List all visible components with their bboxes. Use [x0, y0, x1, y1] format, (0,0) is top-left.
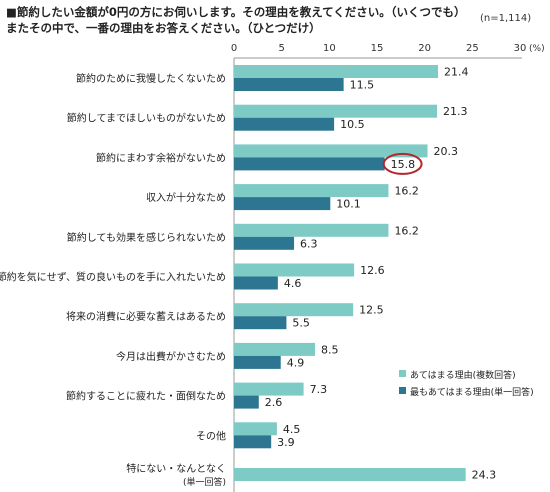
category-label: 将来の消費に必要な蓄えはあるため: [66, 310, 226, 323]
data-label-multiple-answer: 16.2: [394, 224, 419, 237]
legend-label: 最もあてはまる理由(単一回答): [410, 386, 534, 398]
bar-single-answer: [234, 316, 287, 330]
legend-label: あてはまる理由(複数回答): [410, 369, 516, 381]
category-label: 節約にまわす余裕がないため: [96, 151, 226, 164]
legend-swatch: [399, 387, 406, 394]
data-label-multiple-answer: 8.5: [321, 343, 339, 356]
category-label: 節約してまでほしいものがないため: [67, 112, 226, 125]
bar-single-answer: [234, 395, 259, 409]
category-label: 収入が十分なため: [146, 191, 226, 204]
category-label: 節約のために我慢したくないため: [76, 72, 226, 85]
data-label-multiple-answer: 21.3: [443, 105, 468, 118]
data-label-single-answer: 6.3: [300, 237, 318, 250]
category-label: 特にない・なんとなく: [126, 463, 226, 475]
x-tick-label: 20: [418, 43, 431, 54]
x-tick-label: 25: [466, 43, 479, 54]
bar-single-answer: [234, 435, 272, 449]
data-label-single-answer: 10.1: [336, 198, 361, 211]
title-line-2: またその中で、一番の理由をお答えください。（ひとつだけ）: [6, 21, 321, 35]
data-label-single-answer: 4.6: [284, 277, 302, 290]
x-tick-label: 0: [231, 43, 237, 54]
x-tick-label: 30: [514, 43, 527, 54]
bar-single-answer: [234, 355, 281, 369]
legend-swatch: [399, 370, 406, 377]
data-label-multiple-answer: 4.5: [283, 423, 301, 436]
highlight-circle: [382, 152, 423, 175]
bar-multiple-answer: [234, 422, 277, 436]
bar-multiple-answer: [234, 303, 354, 317]
data-label-multiple-answer: 24.3: [472, 469, 497, 482]
x-tick-label: 10: [323, 43, 336, 54]
category-label: 節約することに疲れた・面倒なため: [66, 390, 226, 403]
category-label: 節約を気にせず、質の良いものを手に入れたいため: [0, 271, 226, 284]
category-label: (単一回答): [183, 476, 226, 488]
bar-multiple-answer: [234, 65, 439, 78]
bar-multiple-answer: [234, 263, 355, 277]
bar-single-answer: [234, 197, 331, 211]
category-label: 節約しても効果を感じられないため: [67, 231, 226, 244]
data-label-single-answer: 11.5: [350, 79, 375, 92]
bar-single-answer: [234, 78, 344, 91]
bar-multiple-answer: [234, 342, 316, 356]
data-label-multiple-answer: 20.3: [434, 145, 459, 158]
data-label-multiple-answer: 16.2: [394, 185, 419, 198]
data-label-multiple-answer: 12.5: [359, 304, 384, 317]
data-label-single-answer: 15.8: [391, 158, 416, 171]
bar-single-answer: [234, 276, 278, 290]
category-label: 今月は出費がかさむため: [116, 350, 226, 363]
sample-size-note: (n=1,114): [480, 13, 532, 24]
data-label-single-answer: 3.9: [277, 436, 295, 449]
chart-title: ■節約したい金額が0円の方にお伺いします。その理由を教えてください。（いくつでも…: [6, 4, 476, 36]
bar-single-answer: [234, 236, 295, 250]
data-label-single-answer: 10.5: [340, 118, 365, 131]
x-tick-label: 5: [278, 43, 284, 54]
x-tick-label: 15: [371, 43, 384, 54]
title-line-1: ■節約したい金額が0円の方にお伺いします。その理由を教えてください。（いくつでも…: [6, 5, 466, 19]
bar-multiple-answer: [234, 104, 438, 118]
bar-multiple-answer: [234, 382, 304, 396]
data-label-multiple-answer: 7.3: [310, 383, 328, 396]
data-label-multiple-answer: 21.4: [444, 66, 469, 79]
bar-single-answer: [234, 157, 385, 171]
x-unit-label: (%): [529, 44, 545, 54]
data-label-single-answer: 2.6: [265, 396, 283, 409]
bar-multiple-answer: [234, 184, 389, 198]
data-label-single-answer: 5.5: [292, 317, 310, 330]
bar-multiple-answer: [234, 468, 466, 481]
bar-single-answer: [234, 117, 335, 131]
data-label-single-answer: 4.9: [287, 356, 305, 369]
data-label-multiple-answer: 12.6: [360, 264, 385, 277]
category-label: その他: [196, 429, 226, 442]
bar-multiple-answer: [234, 223, 389, 237]
bar-multiple-answer: [234, 144, 428, 158]
